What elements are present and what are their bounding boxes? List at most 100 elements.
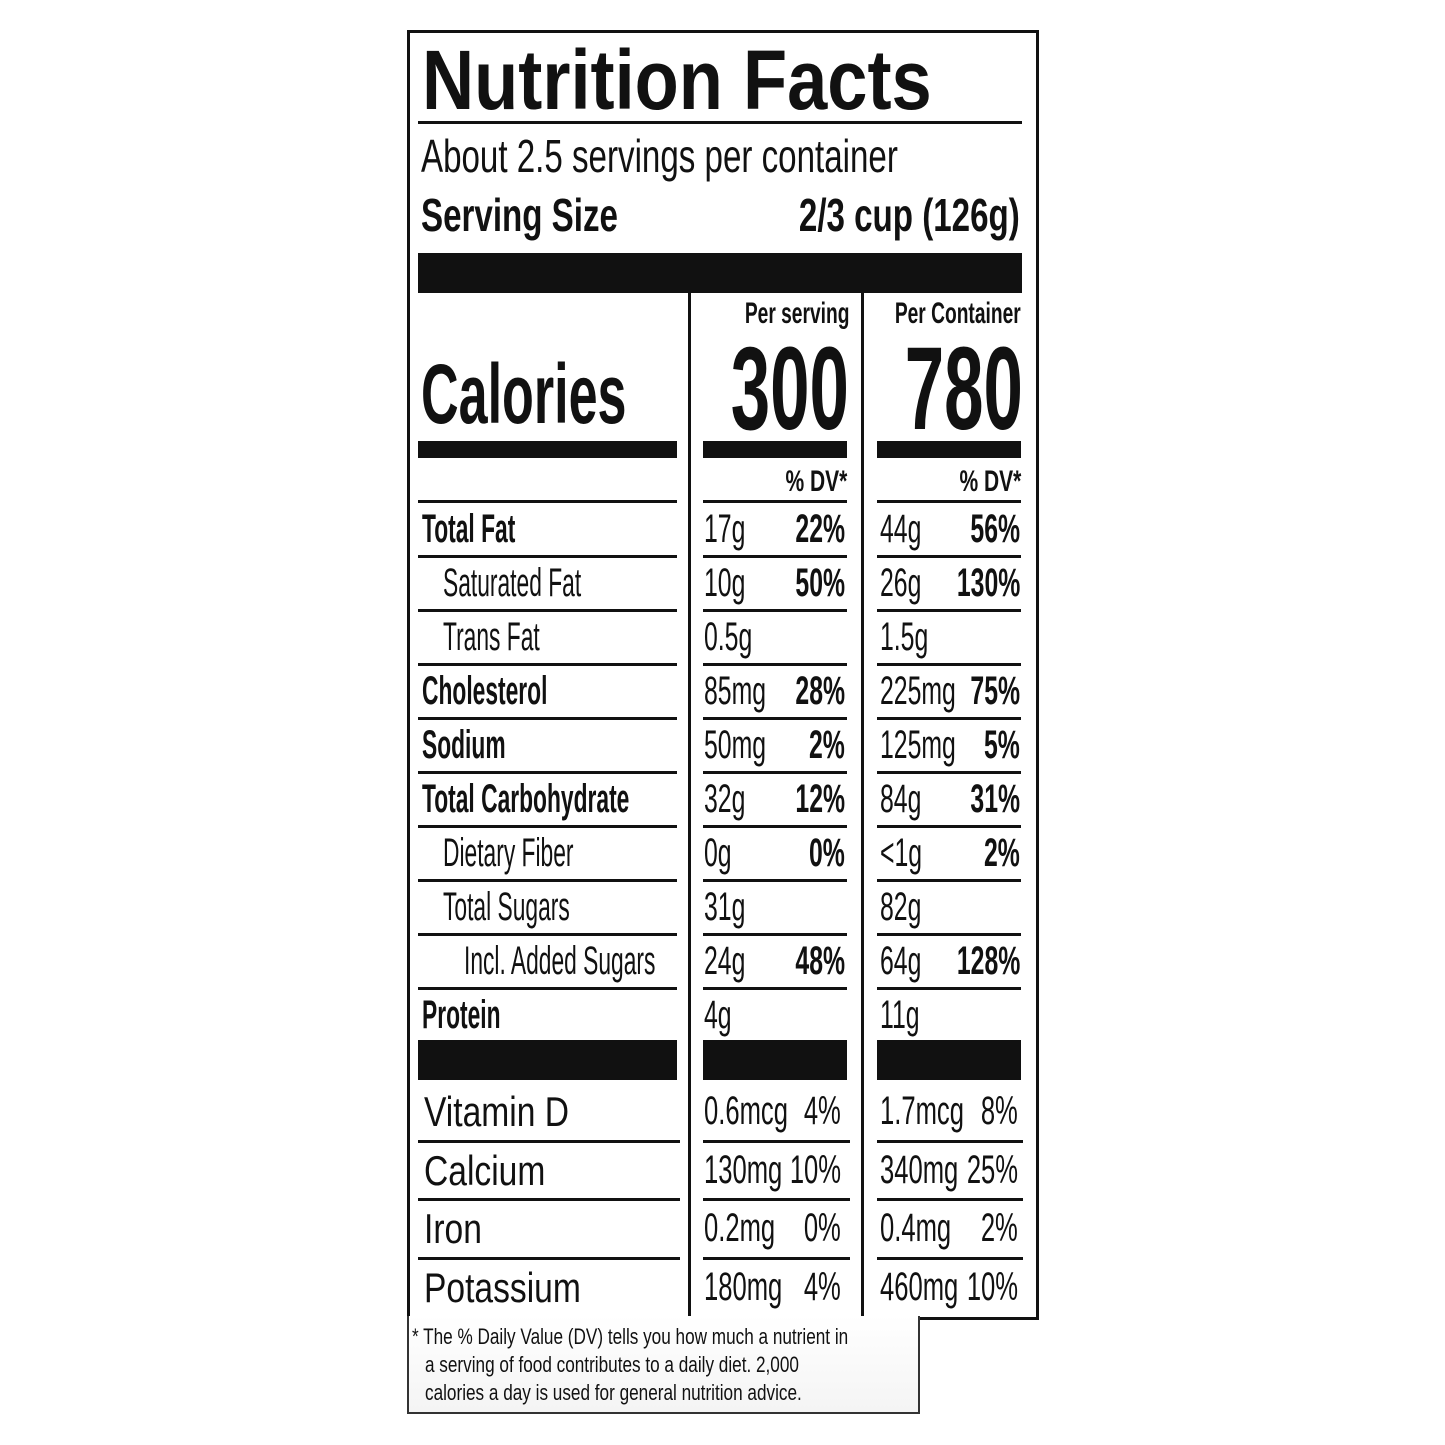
row-divider [418,1198,680,1201]
per-container-amount: 225mg [880,669,956,713]
row-divider [877,609,1021,612]
row-divider [877,555,1021,558]
thick-bar [703,1040,847,1080]
row-divider [418,771,677,774]
per-serving-amount: 130mg [704,1147,783,1192]
per-container-dv: 2% [981,1206,1018,1250]
per-serving-amount: 0g [704,831,732,875]
nutrient-name: Sodium [422,723,506,767]
row-divider [703,1256,850,1260]
nutrient-name: Saturated Fat [443,561,582,605]
row-divider [418,500,677,503]
divider [418,121,1022,124]
row-divider [703,555,847,558]
row-divider [703,825,847,828]
row-divider [418,987,677,990]
nutrient-name: Incl. Added Sugars [464,939,656,983]
calories-per-container: 780 [904,323,1023,455]
row-divider [703,879,847,882]
row-divider [703,1198,850,1201]
per-serving-amount: 50mg [704,723,767,767]
per-container-amount: 340mg [880,1147,959,1192]
row-divider [877,1139,1023,1143]
footnote-line: a serving of food contributes to a daily… [425,1352,799,1377]
nutrient-name: Total Fat [422,507,516,551]
per-serving-dv: 4% [804,1089,841,1133]
row-divider [418,879,677,882]
row-divider [877,771,1021,774]
per-serving-dv: 10% [789,1147,841,1192]
per-serving-dv: 4% [804,1264,841,1309]
column-divider [688,293,691,1316]
row-divider [703,663,847,666]
per-container-header: Per Container [895,297,1021,330]
vitamin-name: Iron [424,1205,482,1252]
per-container-dv: 75% [970,669,1020,713]
per-serving-amount: 0.6mcg [704,1089,788,1133]
per-serving-amount: 0.5g [704,615,753,659]
per-container-amount: 64g [880,939,922,983]
row-divider [877,879,1021,882]
per-container-dv: 128% [956,939,1020,983]
vitamin-name: Vitamin D [424,1088,570,1135]
calories-label: Calories [421,347,627,441]
per-serving-dv: 48% [795,939,845,983]
row-divider [877,663,1021,666]
row-divider [703,933,847,936]
row-divider [877,1256,1023,1260]
dv-header-serving: % DV* [785,465,847,498]
per-container-amount: <1g [880,831,923,875]
nutrient-name: Protein [422,993,501,1037]
thick-bar [877,1040,1021,1080]
per-serving-amount: 180mg [704,1264,783,1309]
per-serving-amount: 31g [704,885,746,929]
row-divider [877,825,1021,828]
per-serving-dv: 0% [809,831,845,875]
per-container-amount: 44g [880,507,922,551]
column-divider [861,293,864,1316]
dv-header-container: % DV* [959,465,1021,498]
per-container-amount: 11g [880,993,920,1037]
per-container-amount: 460mg [880,1264,959,1309]
per-container-amount: 1.7mcg [880,1089,964,1133]
row-divider [877,500,1021,503]
label-title: Nutrition Facts [422,33,932,127]
row-divider [418,1139,680,1143]
servings-per-container: About 2.5 servings per container [421,130,898,182]
row-divider [703,609,847,612]
footnote-line: calories a day is used for general nutri… [425,1380,802,1405]
per-serving-amount: 4g [704,993,732,1037]
nutrient-name: Total Sugars [443,885,570,929]
row-divider [418,555,677,558]
nutrient-name: Total Carbohydrate [422,777,630,821]
per-container-dv: 56% [970,507,1020,551]
vitamin-name: Calcium [424,1146,546,1194]
per-serving-header: Per serving [744,297,849,330]
per-container-amount: 125mg [880,723,956,767]
per-container-dv: 10% [966,1264,1018,1309]
row-divider [877,933,1021,936]
per-container-dv: 25% [966,1147,1018,1192]
footnote-box: * The % Daily Value (DV) tells you how m… [407,1316,920,1414]
serving-size-value: 2/3 cup (126g) [799,189,1020,241]
per-serving-amount: 10g [704,561,746,605]
row-divider [418,933,677,936]
row-divider [703,717,847,720]
per-serving-dv: 2% [809,723,845,767]
row-divider [877,1198,1023,1201]
per-container-amount: 1.5g [880,615,929,659]
row-divider [703,1139,850,1143]
calories-per-serving: 300 [730,323,849,455]
per-serving-amount: 24g [704,939,746,983]
per-container-dv: 2% [984,831,1020,875]
per-container-amount: 82g [880,885,922,929]
row-divider [703,500,847,503]
row-divider [418,609,677,612]
vitamin-name: Potassium [424,1263,581,1311]
thick-bar [418,1040,677,1080]
per-serving-dv: 22% [795,507,845,551]
calories-bar [703,441,847,458]
per-serving-amount: 0.2mg [704,1206,776,1250]
row-divider [877,717,1021,720]
row-divider [703,771,847,774]
